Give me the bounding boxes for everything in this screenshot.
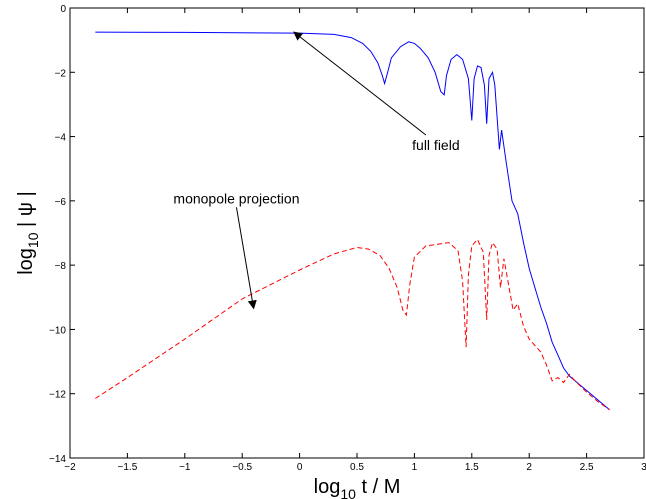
y-tick-label: 0	[60, 4, 66, 15]
x-tick-label: 2	[526, 462, 532, 473]
y-tick-label: −6	[55, 197, 67, 208]
x-tick-label: −1	[179, 462, 191, 473]
y-tick-label: −14	[49, 454, 66, 465]
y-axis-ticks: 0 −2 −4 −6 −8 −10 −12 −14	[49, 4, 644, 465]
x-tick-label: 0	[297, 462, 303, 473]
x-tick-label: 1.5	[465, 462, 479, 473]
series-line-monopole-projection	[95, 238, 610, 411]
plot-area	[69, 7, 645, 459]
annotation-arrow	[235, 207, 257, 310]
series-line-full-field	[95, 31, 610, 411]
x-tick-label: −1.5	[118, 462, 138, 473]
x-tick-label: −0.5	[232, 462, 252, 473]
annotation-arrow	[293, 31, 427, 136]
x-tick-label: −2	[64, 462, 76, 473]
x-axis-ticks: −2 −1.5 −1 −0.5 0 0.5 1 1.5 2 2.5 3	[64, 8, 646, 473]
series-layer	[95, 31, 610, 411]
x-tick-label: 3	[641, 462, 646, 473]
y-tick-label: −2	[55, 68, 67, 79]
x-axis-label: log10 t / M	[314, 476, 401, 499]
x-tick-label: 0.5	[350, 462, 364, 473]
annotation-layer: full field monopole projection	[173, 31, 460, 310]
y-axis-label: log10 | ψ |	[15, 191, 41, 275]
y-tick-label: −4	[55, 133, 67, 144]
x-tick-label: 2.5	[580, 462, 594, 473]
annotation-monopole-projection: monopole projection	[173, 190, 299, 206]
annotation-full-field: full field	[412, 137, 459, 153]
y-tick-label: −8	[55, 261, 67, 272]
x-tick-label: 1	[412, 462, 418, 473]
y-tick-label: −10	[49, 325, 66, 336]
y-tick-label: −12	[49, 390, 66, 401]
